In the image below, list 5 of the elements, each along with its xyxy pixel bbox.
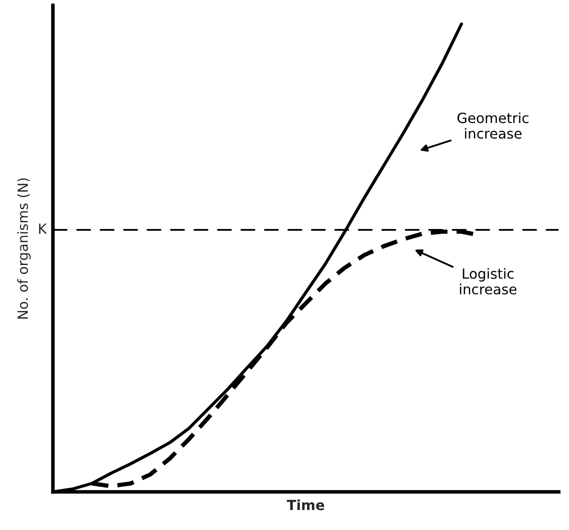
ref-line-label: K (39, 224, 48, 234)
text: Logistic increase (460, 268, 516, 294)
text: Geometric increase (458, 112, 528, 139)
y-axis-title: No. of organisms (N) (17, 178, 31, 319)
x-axis-title: Time (286, 499, 324, 510)
